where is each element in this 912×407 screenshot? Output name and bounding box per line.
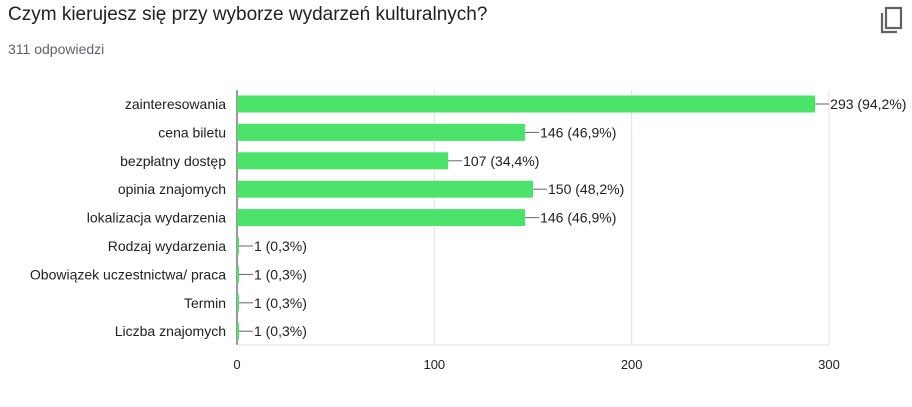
x-tick-label: 0 bbox=[233, 357, 240, 372]
data-label: 1 (0,3%) bbox=[254, 323, 307, 339]
data-label: 293 (94,2%) bbox=[830, 96, 906, 112]
category-label: lokalizacja wydarzenia bbox=[87, 210, 227, 226]
category-label: Termin bbox=[184, 295, 226, 311]
copy-chart-button[interactable] bbox=[876, 4, 908, 36]
bar bbox=[237, 152, 449, 170]
bar bbox=[237, 123, 526, 141]
category-label: Obowiązek uczestnictwa/ praca bbox=[30, 266, 226, 282]
category-label: opinia znajomych bbox=[118, 181, 226, 197]
data-label: 150 (48,2%) bbox=[548, 181, 624, 197]
bar bbox=[237, 237, 239, 255]
category-label: bezpłatny dostęp bbox=[120, 153, 226, 169]
category-label: zainteresowania bbox=[125, 96, 226, 112]
response-count: 311 odpowiedzi bbox=[8, 41, 105, 57]
category-label: cena biletu bbox=[158, 124, 226, 140]
data-label: 146 (46,9%) bbox=[540, 210, 616, 226]
x-tick-label: 200 bbox=[621, 357, 643, 372]
bar bbox=[237, 322, 239, 340]
data-label: 1 (0,3%) bbox=[254, 238, 307, 254]
data-label: 1 (0,3%) bbox=[254, 266, 307, 282]
x-tick-label: 300 bbox=[818, 357, 840, 372]
data-label: 1 (0,3%) bbox=[254, 295, 307, 311]
data-label: 107 (34,4%) bbox=[463, 153, 539, 169]
category-label: Liczba znajomych bbox=[115, 323, 226, 339]
bar bbox=[237, 265, 239, 283]
bar bbox=[237, 209, 526, 227]
data-label: 146 (46,9%) bbox=[540, 124, 616, 140]
category-label: Rodzaj wydarzenia bbox=[108, 238, 226, 254]
copy-icon bbox=[880, 6, 903, 34]
question-title: Czym kierujesz się przy wyborze wydarzeń… bbox=[8, 4, 488, 25]
x-tick-label: 100 bbox=[423, 357, 445, 372]
bar bbox=[237, 180, 533, 198]
bar bbox=[237, 95, 816, 113]
bar bbox=[237, 294, 239, 312]
